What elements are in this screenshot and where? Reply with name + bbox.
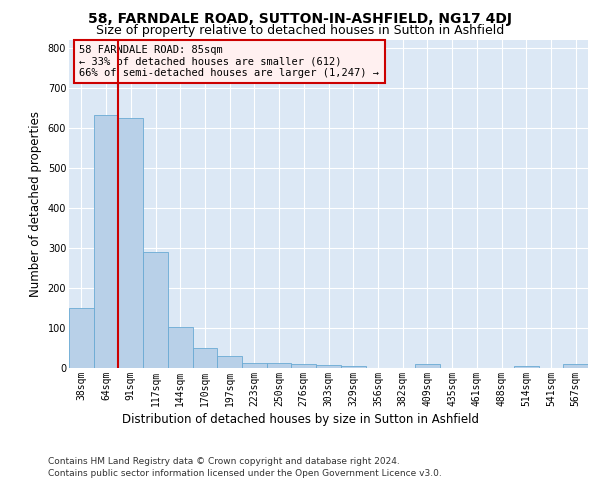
Bar bbox=[143, 252, 168, 368]
Text: Contains HM Land Registry data © Crown copyright and database right 2024.: Contains HM Land Registry data © Crown c… bbox=[48, 458, 400, 466]
Bar bbox=[69, 308, 94, 368]
Bar bbox=[316, 364, 341, 368]
Bar bbox=[341, 366, 365, 368]
Bar bbox=[267, 362, 292, 368]
Text: 58, FARNDALE ROAD, SUTTON-IN-ASHFIELD, NG17 4DJ: 58, FARNDALE ROAD, SUTTON-IN-ASHFIELD, N… bbox=[88, 12, 512, 26]
Text: Contains public sector information licensed under the Open Government Licence v3: Contains public sector information licen… bbox=[48, 469, 442, 478]
Bar bbox=[94, 115, 118, 368]
Text: Distribution of detached houses by size in Sutton in Ashfield: Distribution of detached houses by size … bbox=[121, 412, 479, 426]
Bar bbox=[242, 362, 267, 368]
Bar bbox=[118, 118, 143, 368]
Bar bbox=[292, 364, 316, 368]
Bar bbox=[217, 356, 242, 368]
Y-axis label: Number of detached properties: Number of detached properties bbox=[29, 111, 42, 296]
Bar bbox=[514, 366, 539, 368]
Bar bbox=[563, 364, 588, 368]
Text: 58 FARNDALE ROAD: 85sqm
← 33% of detached houses are smaller (612)
66% of semi-d: 58 FARNDALE ROAD: 85sqm ← 33% of detache… bbox=[79, 45, 379, 78]
Text: Size of property relative to detached houses in Sutton in Ashfield: Size of property relative to detached ho… bbox=[96, 24, 504, 37]
Bar bbox=[168, 327, 193, 368]
Bar bbox=[415, 364, 440, 368]
Bar bbox=[193, 348, 217, 368]
